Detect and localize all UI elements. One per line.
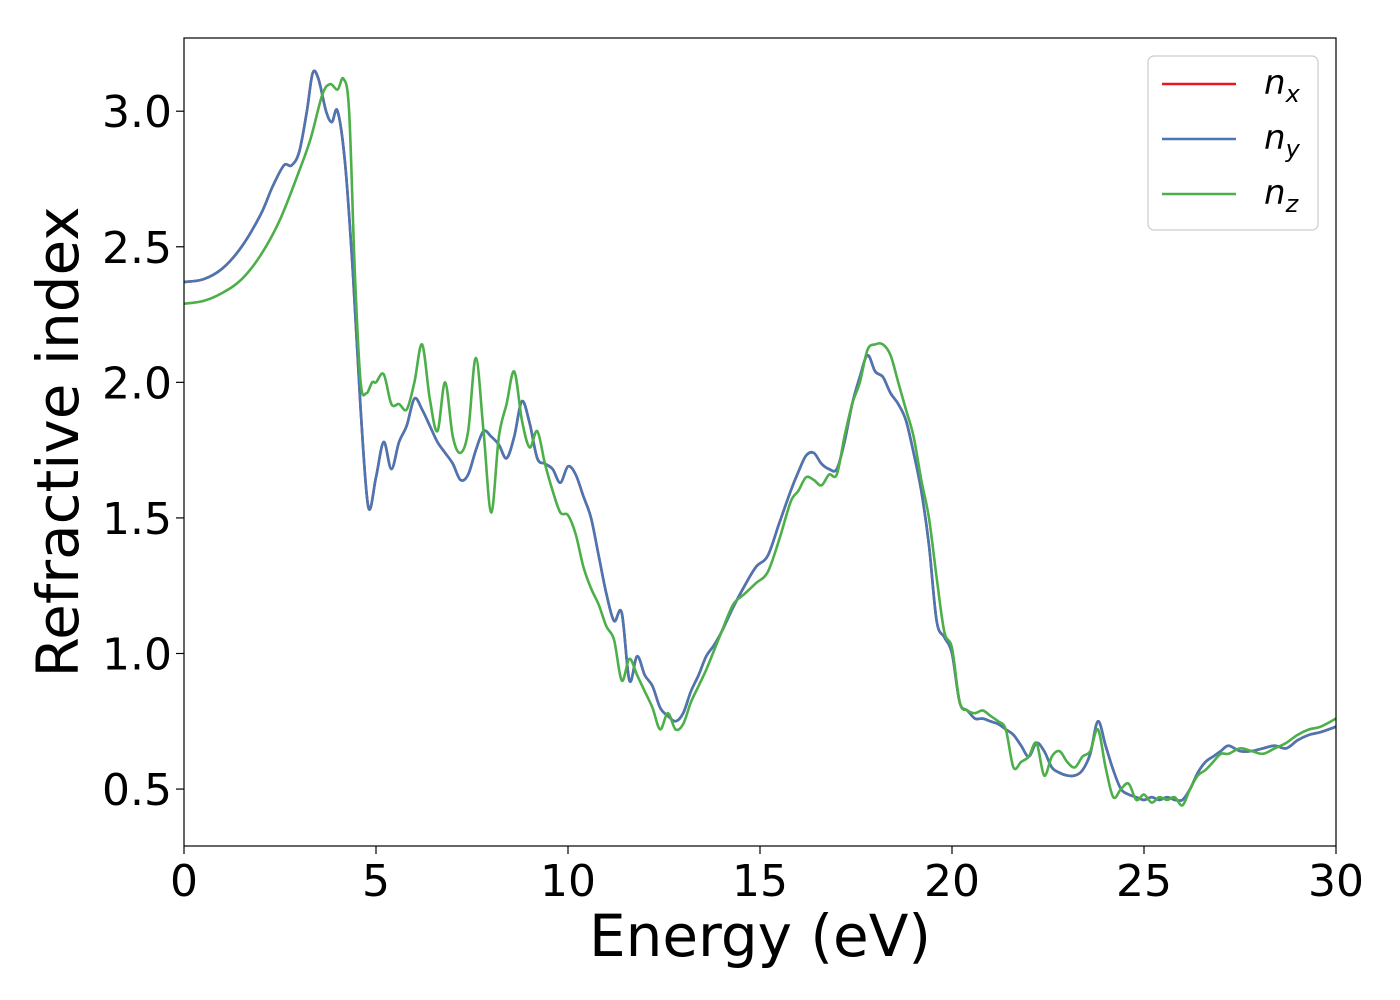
x-axis-label: Energy (eV) bbox=[589, 902, 931, 970]
x-tick-label: 25 bbox=[1116, 856, 1172, 907]
y-tick-label: 1.0 bbox=[102, 629, 172, 680]
y-tick-label: 1.5 bbox=[102, 494, 172, 545]
y-tick-label: 2.0 bbox=[102, 358, 172, 409]
legend-label-ny: ny bbox=[1264, 118, 1301, 163]
series-layer bbox=[184, 69, 1336, 807]
y-tick-label: 3.0 bbox=[102, 87, 172, 138]
y-axis-label: Refractive index bbox=[24, 206, 92, 677]
x-axis: 0 5 10 15 20 25 30 bbox=[170, 846, 1364, 907]
x-tick-label: 0 bbox=[170, 856, 198, 907]
legend-label-nz: nz bbox=[1264, 173, 1300, 218]
y-axis: 0.5 1.0 1.5 2.0 2.5 3.0 bbox=[102, 87, 184, 816]
x-tick-label: 20 bbox=[924, 856, 980, 907]
legend-label-nx: nx bbox=[1264, 63, 1301, 108]
series-line-nz bbox=[184, 76, 1336, 807]
x-tick-label: 10 bbox=[540, 856, 596, 907]
legend-box bbox=[1147, 55, 1319, 231]
x-tick-label: 5 bbox=[362, 856, 390, 907]
y-tick-label: 0.5 bbox=[102, 765, 172, 816]
x-tick-label: 30 bbox=[1308, 856, 1364, 907]
legend: nx ny nz bbox=[1147, 55, 1319, 231]
y-tick-label: 2.5 bbox=[102, 223, 172, 274]
x-tick-label: 15 bbox=[732, 856, 788, 907]
